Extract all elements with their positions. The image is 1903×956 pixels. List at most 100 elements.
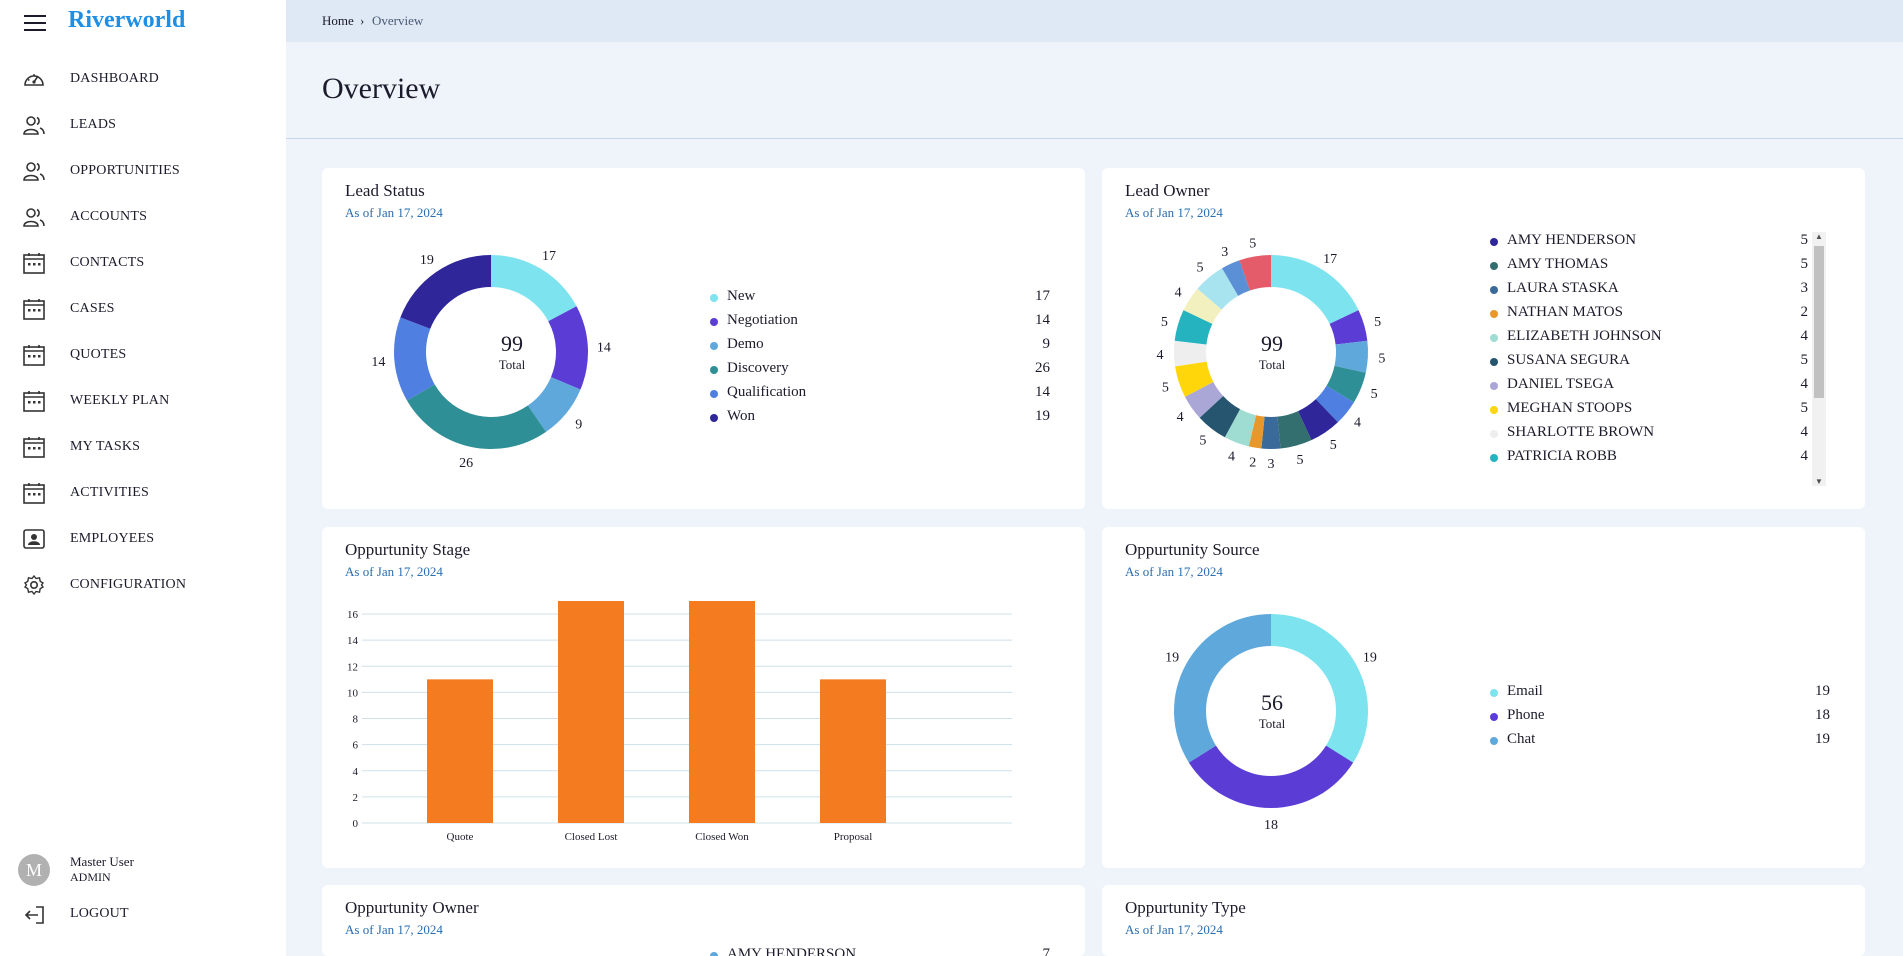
bar[interactable] <box>558 601 624 823</box>
x-tick-label: Closed Lost <box>565 831 618 843</box>
donut-slice[interactable] <box>1222 260 1250 296</box>
sidebar-item-cases[interactable]: CASES <box>0 286 286 332</box>
donut-slice[interactable] <box>1298 399 1338 441</box>
donut-slice[interactable] <box>406 384 547 450</box>
donut-slice[interactable] <box>1184 381 1224 418</box>
bar[interactable] <box>427 679 493 823</box>
card-title: Oppurtunity Source <box>1125 540 1260 559</box>
donut-slice[interactable] <box>1188 745 1354 808</box>
breadcrumb-separator: › <box>360 13 365 28</box>
data-label: 5 <box>1371 387 1378 402</box>
donut-slice[interactable] <box>1174 614 1271 763</box>
legend-item[interactable]: Qualification 14 <box>710 384 1050 406</box>
menu-toggle-icon[interactable] <box>24 15 46 31</box>
legend-item[interactable]: Discovery 26 <box>710 360 1050 382</box>
donut-slice[interactable] <box>1271 614 1368 763</box>
users-icon <box>23 162 45 181</box>
user-name: Master User <box>70 854 134 869</box>
donut-slice[interactable] <box>1174 340 1207 367</box>
sidebar-item-label: CASES <box>70 301 115 316</box>
sidebar-item-leads[interactable]: LEADS <box>0 102 286 148</box>
legend-value: 26 <box>1035 360 1050 376</box>
legend-item[interactable]: LAURA STASKA 3 <box>1490 280 1808 302</box>
logout-button[interactable]: LOGOUT <box>0 900 286 930</box>
legend-item[interactable]: Negotiation 14 <box>710 312 1050 334</box>
donut-slice[interactable] <box>1261 416 1281 449</box>
donut-slice[interactable] <box>394 317 435 401</box>
legend-dot <box>1490 406 1498 414</box>
donut-slice[interactable] <box>1197 268 1239 310</box>
donut-slice[interactable] <box>1224 409 1257 447</box>
legend-value: 4 <box>1800 328 1809 344</box>
sidebar-item-employees[interactable]: EMPLOYEES <box>0 516 286 562</box>
sidebar-item-opportunities[interactable]: OPPORTUNITIES <box>0 148 286 194</box>
bar[interactable] <box>820 679 886 823</box>
donut-total-value: 99 <box>1261 331 1283 356</box>
y-tick-label: 6 <box>353 740 359 752</box>
scroll-up-arrow-icon[interactable]: ▲ <box>1815 232 1823 241</box>
donut-slice[interactable] <box>1199 396 1241 438</box>
legend-label: Discovery <box>727 360 789 376</box>
x-tick-label: Proposal <box>834 831 873 843</box>
sidebar-item-activities[interactable]: ACTIVITIES <box>0 470 286 516</box>
card-title: Lead Status <box>345 181 425 200</box>
legend-item[interactable]: ELIZABETH JOHNSON 4 <box>1490 328 1808 350</box>
donut-slice[interactable] <box>527 377 581 432</box>
opportunity-owner-card: Oppurtunity Owner As of Jan 17, 2024 AMY… <box>322 885 1085 956</box>
donut-slice[interactable] <box>1334 340 1368 373</box>
legend-item[interactable]: AMY HENDERSON 7 <box>710 946 1050 956</box>
donut-slice[interactable] <box>491 255 577 322</box>
sidebar-item-contacts[interactable]: CONTACTS <box>0 240 286 286</box>
legend-item[interactable]: SUSANA SEGURA 5 <box>1490 352 1808 374</box>
legend-label: Negotiation <box>727 312 798 328</box>
legend-item[interactable]: AMY HENDERSON 5 <box>1490 232 1808 254</box>
card-subtitle: As of Jan 17, 2024 <box>345 922 443 937</box>
legend-item[interactable]: Phone 18 <box>1490 707 1830 729</box>
logout-icon <box>24 906 44 924</box>
legend-item[interactable]: AMY THOMAS 5 <box>1490 256 1808 278</box>
legend-value: 5 <box>1800 352 1809 368</box>
legend-item[interactable]: Demo 9 <box>710 336 1050 358</box>
legend-item[interactable]: DANIEL TSEGA 4 <box>1490 376 1808 398</box>
scroll-down-arrow-icon[interactable]: ▼ <box>1815 477 1823 486</box>
legend-item[interactable]: Won 19 <box>710 408 1050 430</box>
legend-item[interactable]: Email 19 <box>1490 683 1830 705</box>
legend-scrollbar[interactable]: ▲ ▼ <box>1812 232 1826 486</box>
calendar-icon <box>23 345 45 366</box>
y-tick-label: 4 <box>353 766 359 778</box>
y-tick-label: 10 <box>347 687 359 699</box>
legend-item[interactable]: MEGHAN STOOPS 5 <box>1490 400 1808 422</box>
legend-item[interactable]: PATRICIA ROBB 4 <box>1490 448 1808 470</box>
sidebar-item-quotes[interactable]: QUOTES <box>0 332 286 378</box>
sidebar-item-configuration[interactable]: CONFIGURATION <box>0 562 286 608</box>
sidebar-item-accounts[interactable]: ACCOUNTS <box>0 194 286 240</box>
legend-item[interactable]: SHARLOTTE BROWN 4 <box>1490 424 1808 446</box>
donut-slice[interactable] <box>1175 361 1214 397</box>
donut-slice[interactable] <box>1174 310 1213 345</box>
donut-slice[interactable] <box>1248 415 1265 449</box>
legend-value: 19 <box>1815 683 1830 699</box>
breadcrumb-home-link[interactable]: Home <box>322 13 354 28</box>
donut-slice[interactable] <box>1183 288 1222 324</box>
bar[interactable] <box>689 601 755 823</box>
donut-slice[interactable] <box>1329 310 1368 345</box>
user-profile[interactable]: M Master User ADMIN <box>0 850 286 894</box>
brand-logo[interactable]: Riverworld <box>68 7 186 33</box>
legend-item[interactable]: Chat 19 <box>1490 731 1830 753</box>
donut-slice[interactable] <box>548 306 588 390</box>
donut-slice[interactable] <box>1277 411 1312 449</box>
legend-item[interactable]: New 17 <box>710 288 1050 310</box>
scrollbar-thumb[interactable] <box>1814 246 1824 398</box>
donut-slice[interactable] <box>1271 255 1359 324</box>
donut-slice[interactable] <box>1239 255 1271 291</box>
sidebar-item-my-tasks[interactable]: MY TASKS <box>0 424 286 470</box>
sidebar-item-dashboard[interactable]: DASHBOARD <box>0 56 286 102</box>
data-label: 5 <box>1374 315 1381 330</box>
y-tick-label: 16 <box>347 609 359 621</box>
donut-slice[interactable] <box>400 255 491 329</box>
donut-slice[interactable] <box>1326 365 1366 403</box>
sidebar-item-weekly-plan[interactable]: WEEKLY PLAN <box>0 378 286 424</box>
legend-value: 5 <box>1800 256 1809 272</box>
donut-slice[interactable] <box>1315 385 1354 423</box>
legend-item[interactable]: NATHAN MATOS 2 <box>1490 304 1808 326</box>
